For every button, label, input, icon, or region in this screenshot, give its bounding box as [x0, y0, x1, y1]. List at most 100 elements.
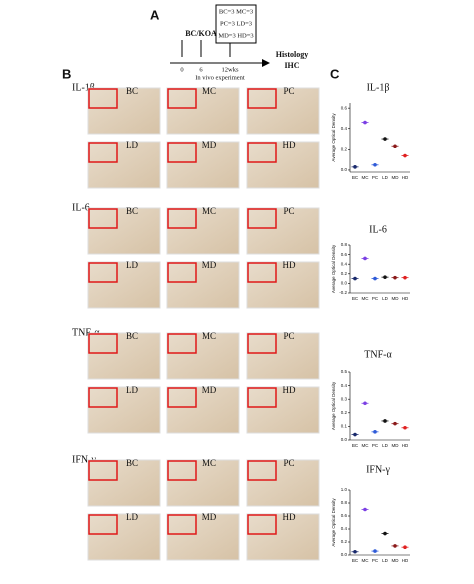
x-tick-label: HD	[402, 296, 409, 301]
data-point	[403, 153, 407, 158]
y-tick-label: 0.6	[341, 252, 348, 257]
group-count: MD=3 HD=3	[218, 32, 253, 39]
x-tick-label: BC	[352, 296, 359, 301]
row-label: TNF-α	[72, 327, 100, 338]
inset-box	[247, 142, 277, 163]
micrograph	[246, 513, 320, 561]
inset-box	[88, 460, 118, 481]
y-tick-label: 0.0	[341, 552, 348, 557]
y-tick-label: 0.2	[341, 539, 348, 544]
chart-title: TNF-α	[364, 349, 392, 360]
group-count: PC=3 LD=3	[220, 20, 252, 27]
micrograph	[246, 386, 320, 434]
micrograph	[166, 141, 240, 189]
micrograph	[87, 141, 161, 189]
group-label: MD	[202, 512, 217, 522]
data-point	[353, 276, 357, 281]
y-tick-label: 0.5	[341, 369, 348, 374]
y-axis-label: Average Optical Density	[331, 381, 336, 430]
inset-box	[247, 514, 277, 535]
chart-title: IL-6	[369, 224, 387, 235]
group-label: MC	[202, 458, 216, 468]
panel-b: IL-1β BC MC PC LD MD HD IL-6 BC MC PC LD MD HD TNF-α BC…	[72, 82, 320, 561]
inset-box	[247, 208, 277, 229]
chart-title: IL-1β	[367, 82, 390, 93]
data-point	[363, 401, 367, 406]
group-label: BC	[126, 331, 138, 341]
data-point	[403, 425, 407, 430]
x-tick-label: LD	[382, 175, 389, 180]
data-point	[383, 275, 387, 279]
group-label: LD	[126, 140, 138, 150]
group-label: MC	[202, 206, 216, 216]
x-tick-label: MC	[362, 296, 370, 301]
x-tick-label: PC	[372, 443, 379, 448]
x-tick-label: PC	[372, 296, 379, 301]
micrograph	[87, 459, 161, 507]
group-label: PC	[283, 206, 294, 216]
time: 0	[180, 66, 183, 73]
group-label: MC	[202, 331, 216, 341]
inset-box	[167, 208, 197, 229]
group-label: HD	[283, 385, 296, 395]
micrograph	[166, 459, 240, 507]
group-label: LD	[126, 512, 138, 522]
data-point	[373, 430, 377, 434]
inset-box	[88, 142, 118, 163]
data-point	[383, 137, 387, 141]
x-tick-label: LD	[382, 443, 389, 448]
micrograph	[246, 459, 320, 507]
inset-box	[167, 142, 197, 163]
arrow	[262, 59, 270, 67]
inset-box	[247, 460, 277, 481]
y-axis-label: Average Optical Density	[331, 498, 336, 547]
data-point	[373, 549, 377, 553]
y-tick-label: 0.1	[341, 424, 348, 429]
group-label: MD	[202, 385, 217, 395]
y-tick-label: 0.3	[341, 396, 348, 401]
micrograph	[87, 87, 161, 135]
caption: In vivo experiment	[195, 74, 245, 81]
y-axis-label: Average Optical Density	[331, 113, 336, 162]
row-label: IL-1β	[72, 82, 95, 93]
micrograph	[246, 332, 320, 380]
inset-box	[247, 333, 277, 354]
data-point	[403, 545, 407, 549]
data-point	[403, 275, 407, 280]
inset-box	[247, 88, 277, 109]
data-point	[373, 162, 377, 167]
group-label: BC	[126, 206, 138, 216]
data-point	[363, 256, 367, 261]
data-point	[353, 165, 357, 169]
group-label: MD	[202, 260, 217, 270]
inset-box	[167, 333, 197, 354]
panel-letter: A	[150, 7, 160, 22]
y-tick-label: -0.2	[339, 290, 347, 295]
x-tick-label: HD	[402, 175, 409, 180]
inset-box	[167, 460, 197, 481]
panel-letter: B	[62, 66, 71, 81]
micrograph	[87, 513, 161, 561]
data-point	[363, 507, 367, 512]
inset-box	[167, 514, 197, 535]
y-tick-label: 1.0	[341, 487, 348, 492]
data-point	[393, 544, 397, 548]
group-label: MD	[202, 140, 217, 150]
data-point	[383, 419, 387, 423]
micrograph	[246, 261, 320, 309]
micrograph	[87, 386, 161, 434]
y-tick-label: 0.8	[341, 242, 348, 247]
y-tick-label: 0.2	[341, 410, 348, 415]
group-count: BC=3 MC=3	[219, 8, 253, 15]
row-label: IFN-γ	[72, 454, 96, 465]
x-tick-label: LD	[382, 558, 389, 563]
micrograph	[246, 87, 320, 135]
data-point	[353, 549, 357, 554]
group-label: PC	[283, 458, 294, 468]
inset-box	[247, 262, 277, 283]
micrograph	[87, 261, 161, 309]
y-tick-label: 0.0	[341, 437, 348, 442]
data-point	[393, 144, 397, 149]
y-tick-label: 0.0	[341, 167, 348, 172]
